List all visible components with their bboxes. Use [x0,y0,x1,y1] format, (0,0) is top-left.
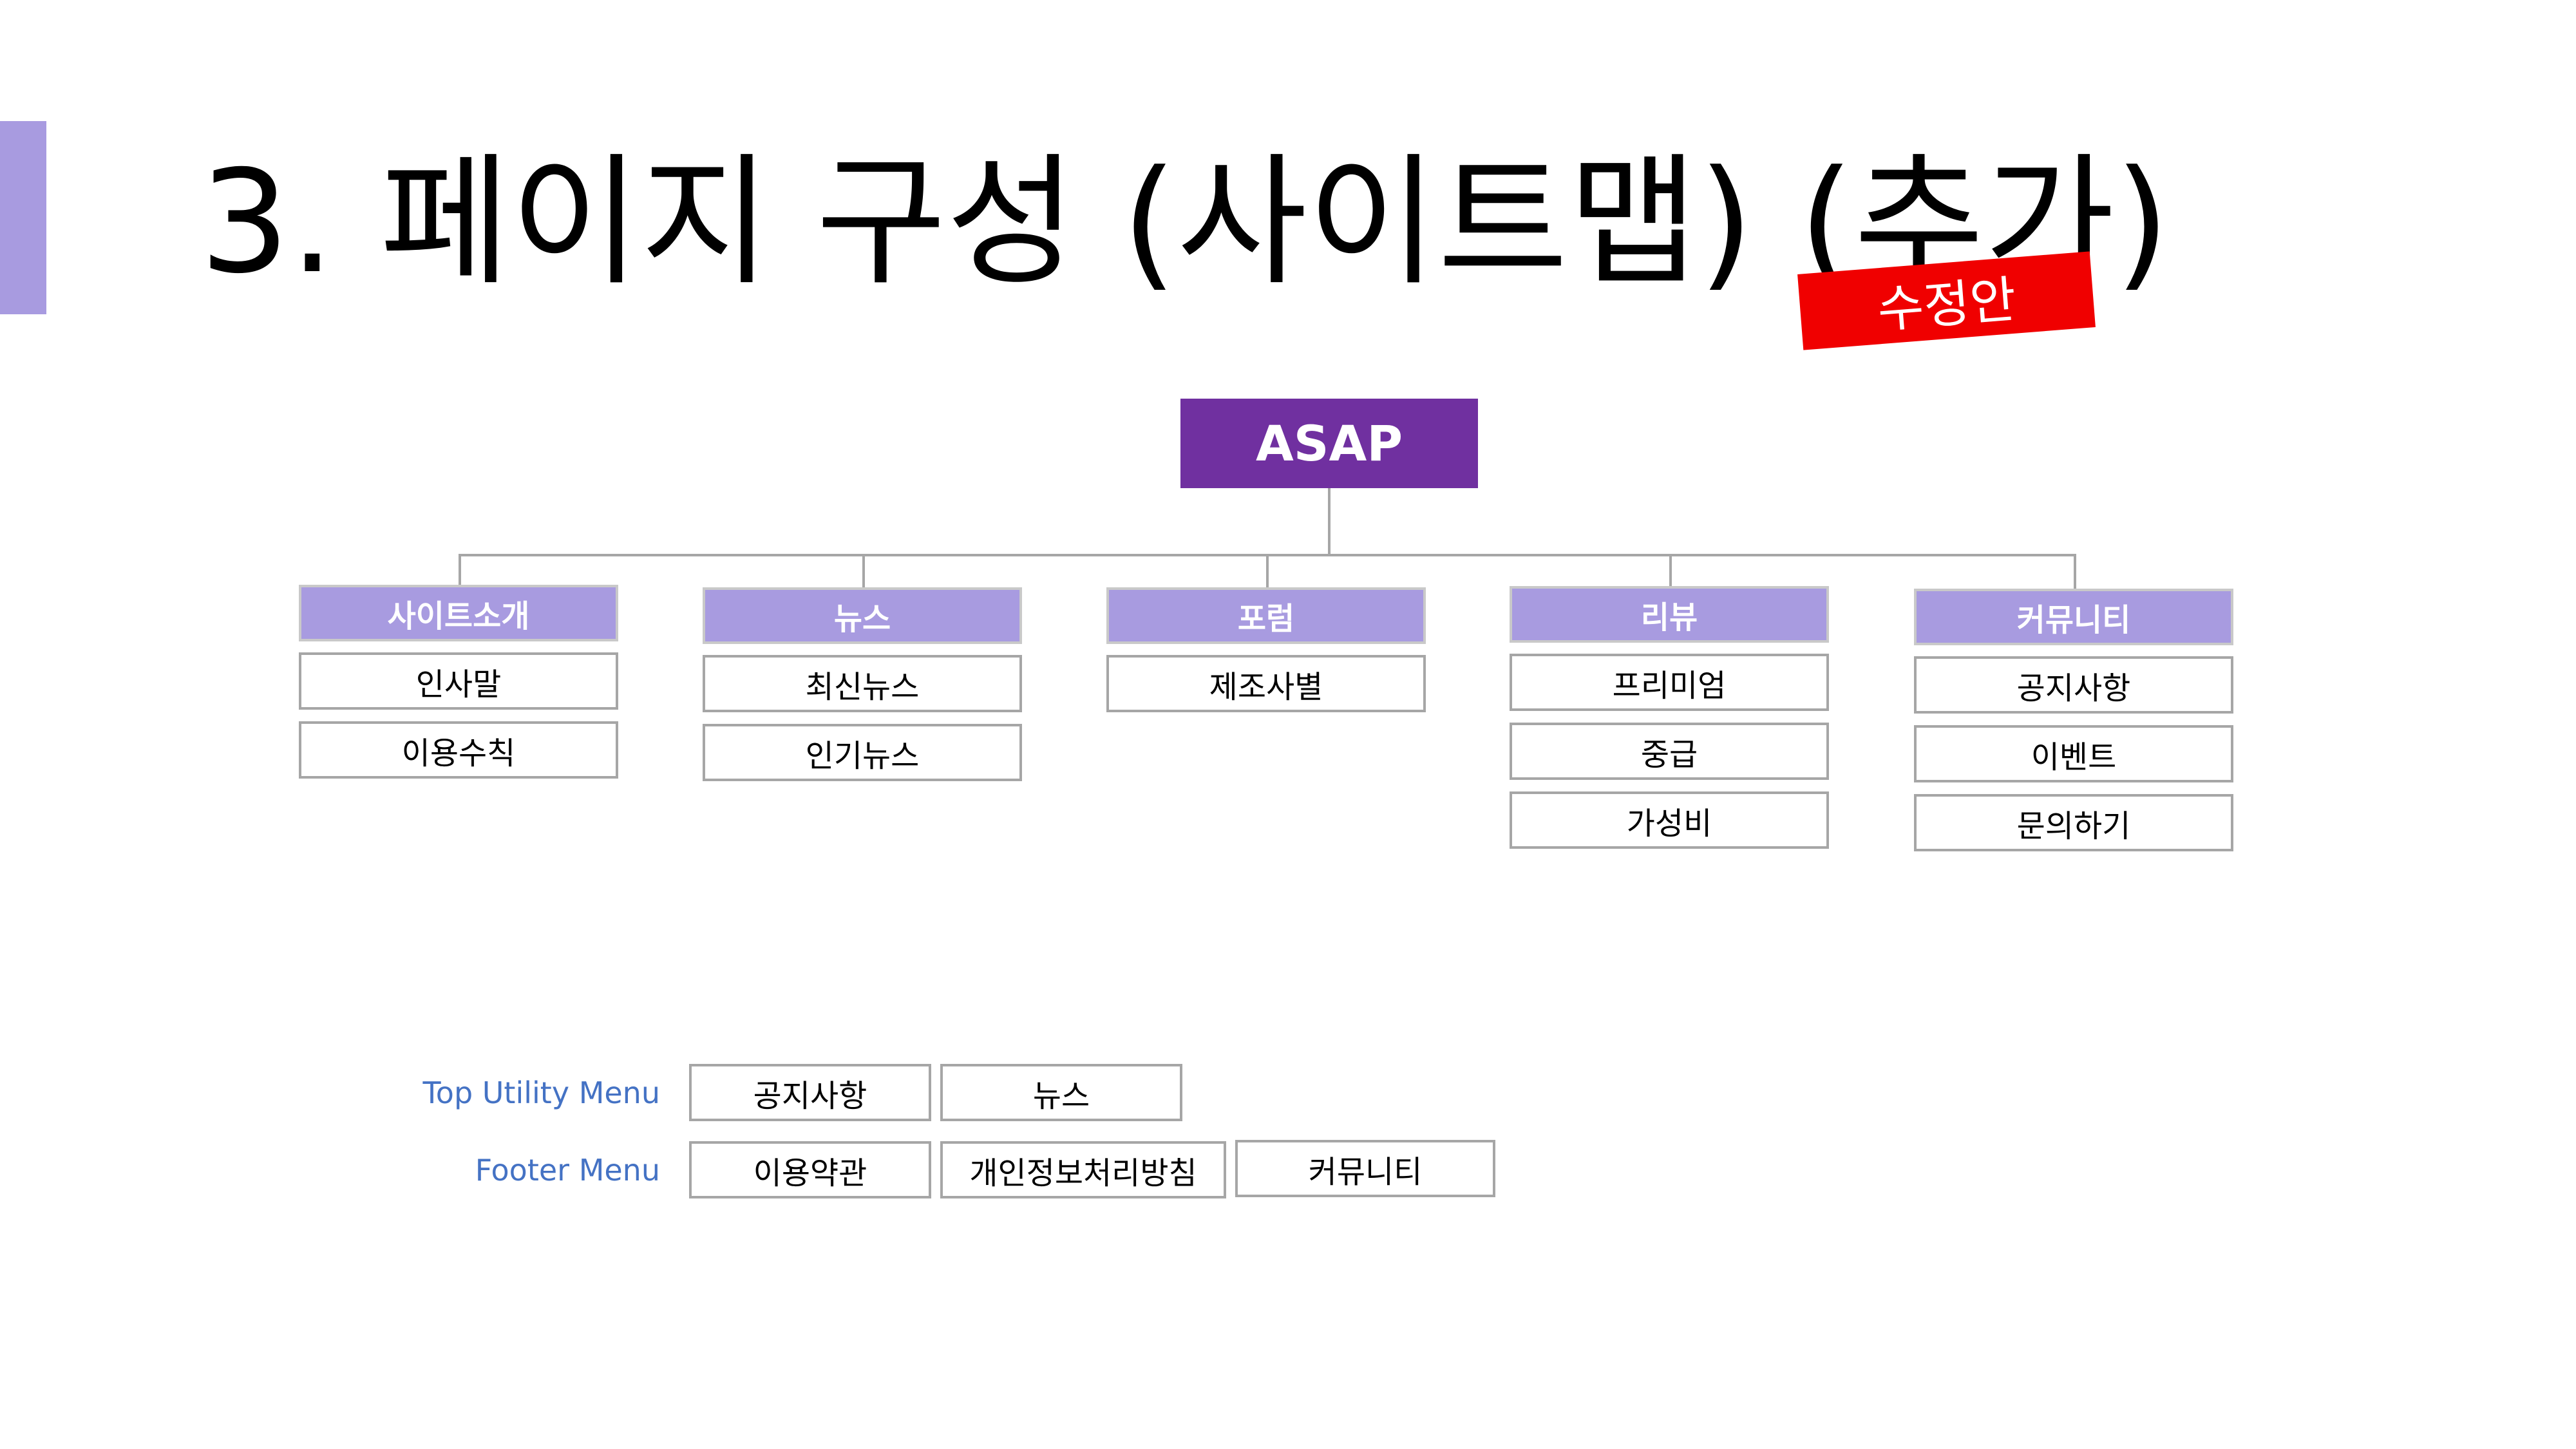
category-forum: 포럼 [1106,587,1426,644]
category-item: 가성비 [1510,791,1829,849]
top-utility-menu-item: 뉴스 [940,1064,1182,1121]
category-site-intro: 사이트소개 [299,585,618,641]
category-item: 인사말 [299,652,618,710]
category-item: 이용수칙 [299,721,618,779]
branch-drop-3 [1266,554,1269,589]
category-item: 제조사별 [1106,655,1426,712]
top-utility-menu-item: 공지사항 [689,1064,931,1121]
top-utility-menu-label: Top Utility Menu [422,1075,660,1110]
category-item: 이벤트 [1914,725,2233,782]
category-community: 커뮤니티 [1914,589,2233,645]
footer-menu-label: Footer Menu [475,1152,660,1188]
root-connector [1328,488,1331,555]
branch-drop-2 [862,554,865,589]
branch-drop-4 [1669,554,1672,587]
category-item: 문의하기 [1914,794,2233,851]
branch-drop-1 [459,554,461,586]
footer-menu-item: 개인정보처리방침 [940,1141,1226,1198]
category-review: 리뷰 [1510,586,1829,643]
category-item: 프리미엄 [1510,654,1829,711]
branch-drop-5 [2074,554,2076,590]
category-item: 공지사항 [1914,656,2233,714]
category-news: 뉴스 [703,587,1022,644]
category-item: 인기뉴스 [703,724,1022,781]
footer-menu-item: 이용약관 [689,1141,931,1198]
category-item: 최신뉴스 [703,655,1022,712]
sitemap-root-node: ASAP [1180,399,1478,488]
category-item: 중급 [1510,723,1829,780]
accent-bar [0,121,46,314]
footer-menu-item: 커뮤니티 [1235,1140,1495,1197]
